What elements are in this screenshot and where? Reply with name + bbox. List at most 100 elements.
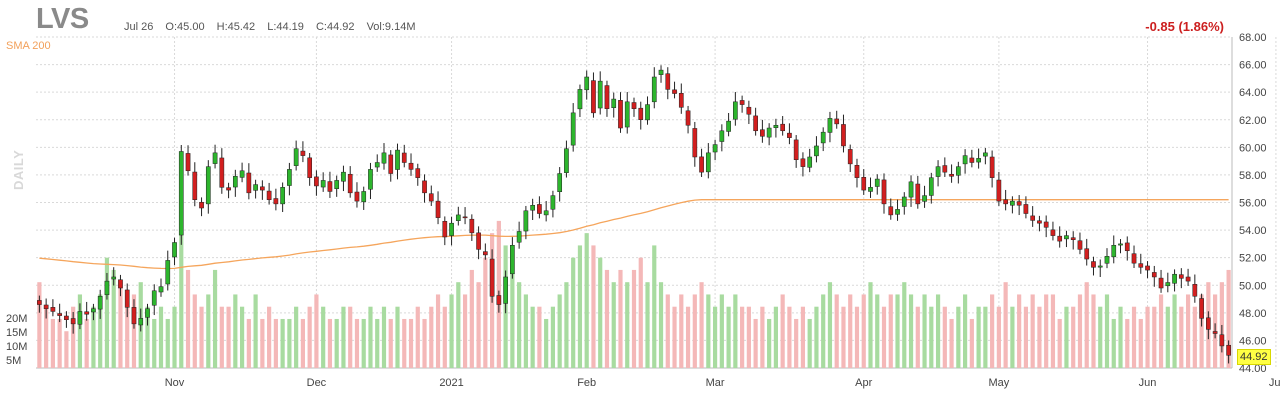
- volume-bar-74: [537, 306, 542, 368]
- x-tick-1: Dec: [307, 377, 327, 389]
- candle-body-37: [287, 169, 292, 186]
- volume-bar-43: [327, 318, 333, 368]
- candle-body-173: [1206, 317, 1211, 330]
- volume-bar-63: [462, 294, 468, 368]
- volume-bar-120: [848, 294, 853, 368]
- volume-bar-28: [226, 306, 231, 368]
- y-tick-7: 58.00: [1239, 170, 1267, 182]
- candle-body-70: [510, 245, 515, 275]
- candle-body-35: [273, 198, 279, 205]
- candle-body-80: [577, 89, 583, 110]
- candle-body-154: [1077, 240, 1083, 250]
- last-price-tag: 44.92: [1237, 349, 1271, 365]
- volume-bar-134: [942, 306, 947, 368]
- volume-bar-97: [692, 294, 697, 368]
- candle-body-2: [50, 307, 56, 312]
- volume-bar-2: [50, 318, 55, 368]
- candle-body-120: [847, 149, 853, 165]
- candle-body-150: [1050, 229, 1056, 236]
- candle-body-174: [1212, 331, 1218, 334]
- candle-body-89: [638, 107, 644, 121]
- volume-bar-157: [1098, 306, 1103, 368]
- volume-bar-104: [740, 306, 745, 368]
- volume-bar-34: [267, 306, 272, 368]
- volume-bar-71: [517, 282, 522, 368]
- candle-body-110: [780, 123, 786, 132]
- volume-bar-30: [239, 306, 245, 368]
- x-tick-8: Jul: [1269, 377, 1280, 389]
- volume-bar-4: [64, 331, 69, 368]
- volume-bar-165: [1152, 306, 1157, 368]
- volume-bar-166: [1158, 294, 1164, 368]
- x-axis-ticks: Nov Dec 2021 Feb Mar Apr May Jun Jul: [165, 377, 1280, 389]
- candle-body-137: [962, 155, 968, 165]
- volume-bar-49: [368, 306, 373, 368]
- candle-body-125: [881, 179, 887, 205]
- candle-body-118: [834, 118, 840, 125]
- volume-bar-7: [84, 318, 89, 368]
- candle-body-162: [1131, 253, 1137, 264]
- volume-bar-5: [71, 306, 76, 368]
- volume-bar-77: [557, 294, 562, 368]
- volume-bar-132: [929, 306, 934, 368]
- candle-body-84: [604, 85, 610, 109]
- volume-bars: [37, 220, 1231, 368]
- volume-bar-121: [854, 306, 860, 368]
- volume-bar-162: [1131, 306, 1137, 368]
- volume-bar-18: [158, 306, 164, 368]
- volume-bar-81: [584, 233, 589, 368]
- candle-body-135: [949, 173, 954, 177]
- candle-body-95: [678, 93, 684, 108]
- volume-bar-101: [719, 294, 724, 368]
- candle-body-71: [516, 231, 522, 243]
- x-tick-3: Feb: [577, 377, 596, 389]
- volume-bar-50: [375, 318, 380, 368]
- volume-bar-126: [888, 294, 893, 368]
- volume-bar-160: [1118, 306, 1123, 368]
- candle-body-122: [861, 177, 867, 191]
- volume-bar-112: [794, 318, 799, 368]
- volume-bar-39: [300, 318, 305, 368]
- candle-body-26: [212, 152, 218, 164]
- volume-bar-116: [821, 294, 826, 368]
- volume-bar-64: [469, 269, 474, 368]
- candle-body-12: [118, 279, 123, 289]
- candle-body-18: [158, 286, 164, 293]
- volume-bar-123: [868, 282, 873, 368]
- candle-body-38: [293, 148, 299, 166]
- volume-bar-172: [1199, 294, 1204, 368]
- candle-body-116: [820, 131, 826, 144]
- candle-body-99: [705, 152, 711, 173]
- candle-body-55: [408, 162, 414, 170]
- candle-body-90: [645, 104, 650, 121]
- volume-bar-151: [1057, 318, 1062, 368]
- y-axis-ticks: 44.00 46.00 48.00 50.00 52.00 54.00 56.00 58.00…: [1239, 32, 1267, 375]
- volume-tick-20m: 20M: [6, 313, 28, 325]
- volume-bar-159: [1111, 318, 1116, 368]
- volume-bar-110: [780, 294, 785, 368]
- candle-body-1: [43, 304, 49, 309]
- volume-bar-133: [935, 294, 941, 368]
- volume-bar-152: [1064, 306, 1069, 368]
- y-tick-5: 54.00: [1239, 225, 1267, 237]
- candle-body-82: [591, 80, 596, 114]
- candle-body-171: [1192, 284, 1198, 297]
- volume-bar-24: [199, 306, 204, 368]
- volume-bar-57: [422, 318, 427, 368]
- candle-body-141: [989, 156, 995, 178]
- volume-bar-0: [37, 282, 42, 368]
- volume-bar-46: [348, 306, 353, 368]
- candle-body-123: [868, 187, 873, 192]
- candle-body-14: [131, 307, 137, 325]
- close-value: C:44.92: [315, 21, 355, 33]
- candle-body-126: [888, 206, 894, 216]
- candle-body-20: [172, 242, 177, 258]
- candle-body-101: [719, 130, 725, 142]
- candle-body-7: [84, 311, 90, 315]
- price-change: -0.85 (1.86%): [1145, 19, 1224, 34]
- candle-body-142: [996, 179, 1002, 202]
- volume-bar-145: [1017, 294, 1022, 368]
- volume-bar-150: [1050, 294, 1056, 368]
- volume-bar-125: [881, 306, 887, 368]
- candle-body-165: [1151, 272, 1157, 278]
